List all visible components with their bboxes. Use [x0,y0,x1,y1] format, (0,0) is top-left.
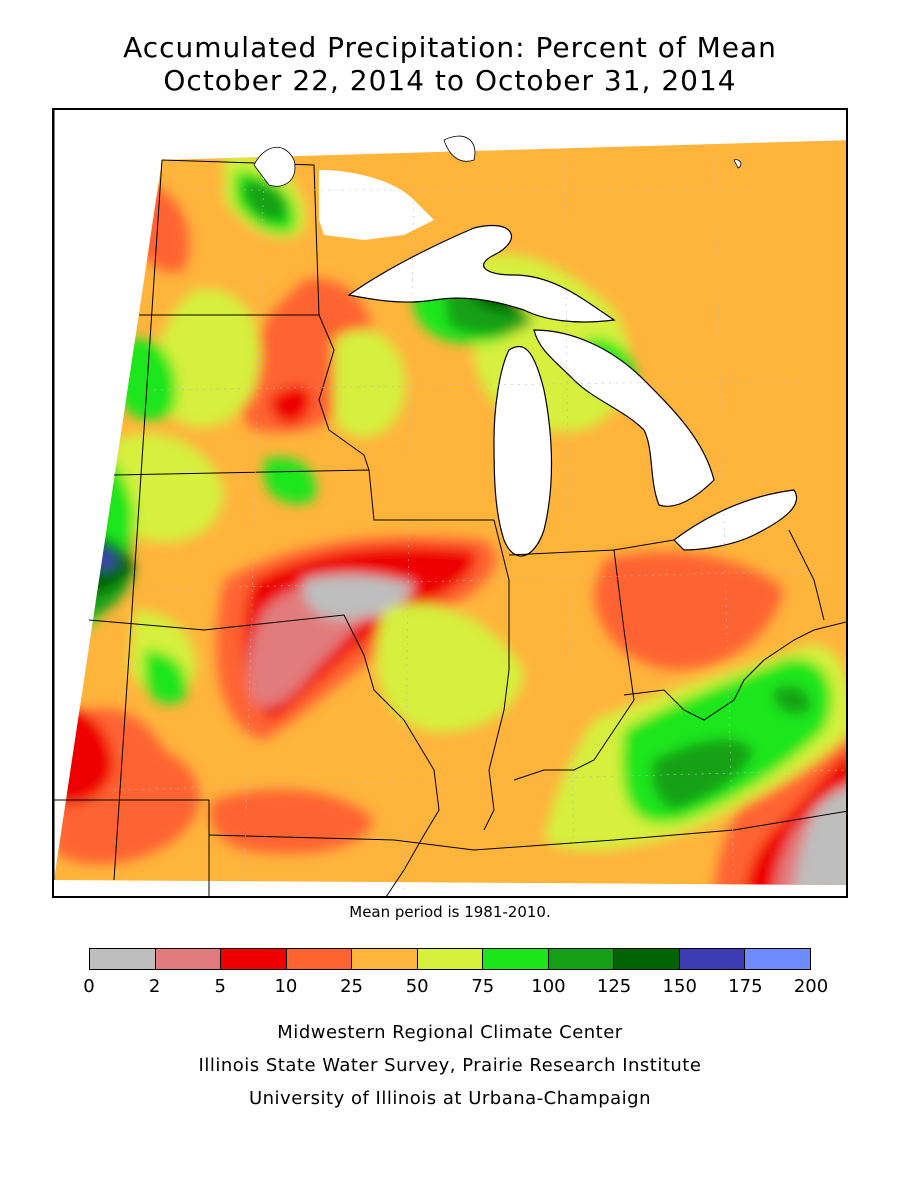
canada-area [253,135,742,240]
legend-tick-125: 125 [596,976,632,997]
legend-swatch-75-100 [483,949,549,969]
legend-tick-175: 175 [728,976,763,997]
map-canvas [54,110,846,896]
legend-tick-0: 0 [83,976,95,997]
map-title-line1: Accumulated Precipitation: Percent of Me… [123,31,777,64]
legend-swatch-150-175 [679,949,746,969]
legend-swatch-5-10 [221,949,287,969]
legend-swatch-50-75 [417,949,484,969]
color-legend [89,948,811,970]
state-boundaries [54,110,846,896]
legend-tick-150: 150 [662,976,697,997]
lake-erie [673,489,798,551]
lake-superior [347,224,616,323]
legend-swatch-125-150 [614,949,680,969]
credit-line-3: University of Illinois at Urbana-Champai… [248,1088,652,1109]
legend-tick-200: 200 [793,976,829,997]
legend-tick-50: 50 [405,976,429,997]
legend-tick-2: 2 [148,976,161,997]
mean-period-note: Mean period is 1981-2010. [349,903,551,921]
region-edge [161,159,320,316]
map-title-line2: October 22, 2014 to October 31, 2014 [163,64,737,97]
precipitation-field [54,140,846,885]
credit-line-2: Illinois State Water Survey, Prairie Res… [198,1055,702,1076]
graticule [113,149,845,891]
legend-tick-75: 75 [471,976,495,997]
legend-swatch-0-2 [90,949,156,969]
legend-tick-labels: 0 2 5 10 25 50 75 100 125 150 175 200 [83,976,828,998]
legend-tick-100: 100 [531,976,566,997]
legend-swatch-25-50 [352,949,418,969]
legend-tick-10: 10 [274,976,298,997]
lake-huron [533,329,715,507]
legend-tick-5: 5 [214,976,226,997]
legend-tick-25: 25 [340,976,363,997]
great-lakes [347,224,798,557]
precipitation-map [52,108,848,898]
credit-line-1: Midwestern Regional Climate Center [277,1022,623,1043]
legend-swatch-100-125 [548,949,615,969]
legend-swatch-10-25 [286,949,353,969]
lake-michigan [493,345,553,557]
legend-swatch-175-200 [745,949,811,969]
legend-swatch-2-5 [155,949,222,969]
